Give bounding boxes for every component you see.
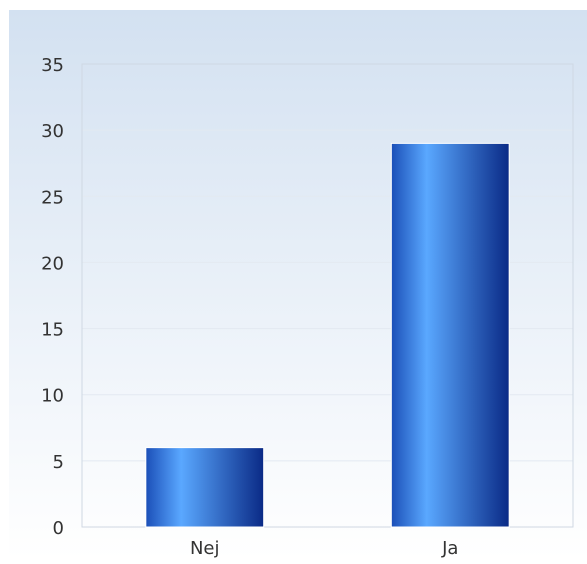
x-tick-label: Ja <box>441 538 458 559</box>
y-tick-label: 5 <box>53 452 64 473</box>
plot-area <box>81 63 574 528</box>
x-axis: Nej Ja <box>190 538 458 559</box>
y-tick-label: 0 <box>53 518 64 539</box>
y-axis: 0 5 10 15 20 25 30 35 <box>41 55 64 539</box>
bar-ja <box>390 142 510 528</box>
bar-nej <box>145 447 265 528</box>
x-tick-label: Nej <box>190 538 220 559</box>
y-tick-label: 20 <box>41 253 64 274</box>
bars <box>145 142 510 528</box>
y-tick-label: 15 <box>41 320 64 341</box>
y-tick-label: 30 <box>41 121 64 142</box>
y-tick-label: 10 <box>41 386 64 407</box>
y-tick-label: 25 <box>41 187 64 208</box>
y-tick-label: 35 <box>41 55 64 76</box>
